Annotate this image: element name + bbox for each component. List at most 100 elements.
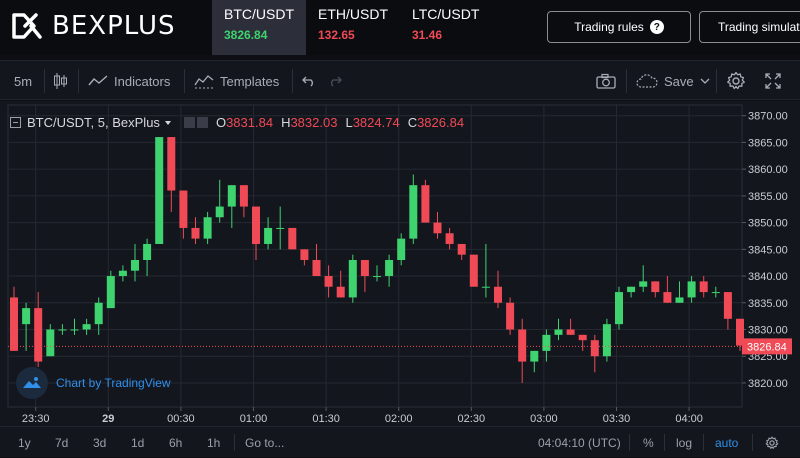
range-1d[interactable]: 1d: [131, 435, 145, 450]
utc-clock[interactable]: 04:04:10 (UTC): [538, 435, 621, 450]
fullscreen-button[interactable]: [764, 61, 782, 101]
candle-body: [143, 243, 152, 261]
screenshot-button[interactable]: [596, 61, 616, 101]
y-tick-label: 3865.00: [748, 137, 788, 149]
chart-toolbar: 5m Indicators Templates: [0, 60, 800, 100]
bottom-bar: 1y 7d 3d 1d 6h 1h Go to... 04:04:10 (UTC…: [0, 426, 800, 457]
candle-body: [639, 281, 648, 287]
x-tick-label: 01:00: [240, 413, 268, 425]
close-label: C: [407, 115, 418, 130]
collapse-legend-icon[interactable]: [10, 117, 21, 128]
y-tick-label: 3850.00: [748, 218, 788, 230]
top-bar: BEXPLUS BTC/USDT 3826.84 ETH/USDT 132.65…: [0, 0, 800, 55]
candle-body: [239, 185, 248, 207]
market-tab-ltc[interactable]: LTC/USDT 31.46: [400, 0, 494, 55]
market-tab-eth[interactable]: ETH/USDT 132.65: [306, 0, 400, 55]
y-tick-label: 3820.00: [748, 378, 788, 390]
market-tab-btc[interactable]: BTC/USDT 3826.84: [212, 0, 306, 55]
candle-body: [651, 281, 660, 293]
chevron-down-icon[interactable]: [162, 117, 174, 129]
scale-settings-button[interactable]: [765, 427, 779, 458]
candle-body: [58, 329, 67, 331]
candle-body: [542, 334, 551, 351]
hide-series-icon[interactable]: [183, 117, 195, 128]
candle-body: [578, 334, 587, 341]
range-1y[interactable]: 1y: [18, 435, 31, 450]
chevron-down-icon: [700, 78, 710, 84]
candle-body: [324, 276, 333, 287]
open-value: 3831.84: [226, 115, 274, 130]
range-1h[interactable]: 1h: [207, 435, 221, 450]
x-tick-label: 02:30: [458, 413, 486, 425]
candle-body: [699, 281, 708, 293]
watermark-text: Chart by TradingView: [56, 376, 171, 390]
candle-body: [227, 185, 236, 207]
x-tick-label: 02:00: [385, 413, 413, 425]
indicators-button[interactable]: Indicators: [88, 61, 170, 101]
templates-icon: [194, 75, 214, 89]
toolbar-divider: [184, 69, 185, 93]
candle-body: [46, 329, 55, 357]
trading-simulation-button[interactable]: Trading simulatio: [699, 11, 800, 43]
candle-body: [409, 185, 418, 239]
percent-toggle[interactable]: %: [643, 435, 654, 450]
redo-button[interactable]: [328, 61, 342, 101]
candle-body: [615, 292, 623, 325]
settings-button[interactable]: [726, 61, 746, 101]
candle-body: [70, 329, 79, 331]
range-3d[interactable]: 3d: [93, 435, 107, 450]
market-price: 31.46: [412, 28, 443, 42]
market-price: 3826.84: [224, 28, 268, 42]
x-tick-label: 03:00: [530, 413, 558, 425]
candle-body: [385, 260, 394, 277]
candle-body: [118, 270, 127, 277]
candle-body: [687, 281, 696, 298]
candle-body: [288, 227, 297, 250]
candle-body: [373, 276, 381, 278]
log-toggle[interactable]: log: [676, 435, 693, 450]
candle-body: [155, 137, 164, 244]
range-7d[interactable]: 7d: [55, 435, 69, 450]
brand-logo[interactable]: BEXPLUS: [10, 8, 175, 44]
bexplus-logo-icon: [12, 13, 42, 39]
candle-body: [457, 243, 466, 255]
y-tick-label: 3870.00: [748, 111, 788, 123]
save-button[interactable]: Save: [636, 61, 710, 101]
range-6h[interactable]: 6h: [169, 435, 183, 450]
auto-toggle[interactable]: auto: [715, 435, 739, 450]
interval-selector[interactable]: 5m: [14, 61, 32, 101]
candle-body: [663, 292, 672, 303]
price-chart[interactable]: 3820.003825.003830.003835.003840.003845.…: [0, 101, 800, 426]
high-label: H: [281, 115, 291, 130]
candle-body: [203, 217, 212, 239]
y-tick-label: 3840.00: [748, 271, 788, 283]
candle-body: [675, 297, 684, 303]
candle-body: [433, 222, 442, 234]
market-symbol: ETH/USDT: [318, 6, 388, 22]
series-settings-icon[interactable]: [196, 117, 208, 128]
gear-icon: [765, 435, 779, 449]
open-label: O: [215, 115, 227, 130]
tradingview-watermark[interactable]: Chart by TradingView: [16, 367, 171, 399]
current-price-label: 3826.84: [747, 341, 787, 353]
toolbar-divider: [626, 69, 627, 93]
trading-rules-button[interactable]: Trading rules ?: [547, 11, 691, 43]
candle-body: [82, 324, 91, 330]
indicators-label: Indicators: [114, 73, 171, 89]
candle-body: [723, 292, 732, 319]
market-symbol: BTC/USDT: [224, 6, 294, 22]
series-title[interactable]: BTC/USDT, 5, BexPlus: [27, 115, 160, 130]
low-value: 3824.74: [352, 115, 400, 130]
candle-body: [276, 227, 285, 229]
indicators-icon: [88, 75, 108, 86]
x-tick-label: 00:30: [167, 413, 195, 425]
chart-area[interactable]: 3820.00 3825.00 3830.00 3835.00 3840.00 3845.…: [0, 101, 800, 426]
y-tick-label: 3860.00: [748, 164, 788, 176]
templates-button[interactable]: Templates: [194, 61, 279, 101]
go-to-button[interactable]: Go to...: [245, 435, 285, 450]
x-tick-label: 29: [102, 413, 114, 425]
undo-button[interactable]: [302, 61, 316, 101]
candlestick-icon: [54, 73, 67, 89]
candle-type-button[interactable]: [52, 61, 68, 101]
y-tick-label: 3835.00: [748, 298, 788, 310]
